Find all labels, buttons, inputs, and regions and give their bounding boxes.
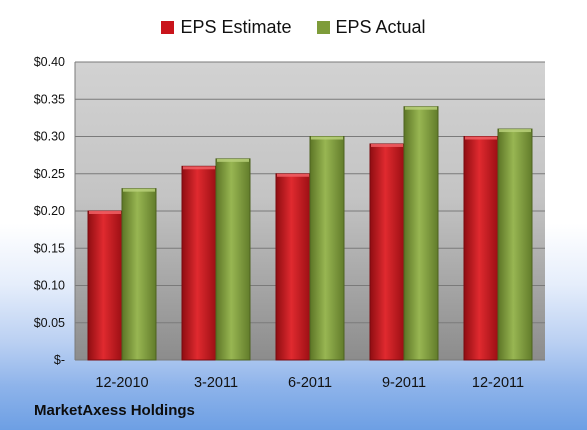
bar-cap-actual (499, 129, 531, 133)
bar-cap-actual (123, 188, 155, 192)
legend: EPS Estimate EPS Actual (0, 17, 587, 39)
bar-eps-actual (309, 136, 345, 361)
legend-item-estimate: EPS Estimate (161, 17, 291, 38)
y-tick-label: $0.10 (34, 279, 65, 293)
legend-swatch-estimate (161, 21, 175, 34)
x-tick-label: 3-2011 (194, 375, 238, 391)
bar-cap-estimate (183, 166, 215, 170)
bar-cap-actual (311, 136, 343, 140)
x-tick-label: 6-2011 (288, 375, 332, 391)
bar-cap-estimate (465, 136, 497, 140)
legend-swatch-actual (316, 21, 330, 34)
bar-eps-estimate (87, 210, 123, 361)
y-tick-label: $0.40 (34, 55, 65, 69)
company-name: MarketAxess Holdings (34, 402, 195, 419)
bar-eps-actual (497, 128, 533, 361)
bar-eps-estimate (275, 173, 311, 361)
legend-label-actual: EPS Actual (335, 17, 426, 37)
bar-eps-actual (403, 106, 439, 361)
bar-eps-estimate (463, 136, 499, 361)
legend-item-actual: EPS Actual (316, 17, 426, 38)
bar-eps-actual (121, 188, 157, 361)
legend-label-estimate: EPS Estimate (180, 17, 292, 37)
bar-cap-estimate (371, 143, 403, 147)
y-tick-label: $0.15 (34, 241, 65, 255)
y-tick-label: $0.30 (34, 130, 65, 144)
x-tick-label: 9-2011 (382, 375, 426, 391)
bar-cap-actual (405, 106, 437, 110)
bar-eps-actual (215, 158, 251, 361)
bar-cap-actual (217, 158, 249, 162)
y-tick-label: $- (54, 353, 65, 367)
x-tick-label: 12-2010 (95, 375, 148, 391)
bar-eps-estimate (369, 143, 405, 361)
bar-eps-estimate (181, 165, 217, 361)
bar-cap-estimate (277, 173, 309, 177)
y-tick-label: $0.35 (34, 92, 65, 106)
y-tick-label: $0.05 (34, 316, 65, 330)
y-tick-label: $0.25 (34, 167, 65, 181)
x-tick-label: 12-2011 (472, 375, 524, 391)
bar-cap-estimate (89, 211, 121, 214)
y-tick-label: $0.20 (34, 204, 65, 218)
